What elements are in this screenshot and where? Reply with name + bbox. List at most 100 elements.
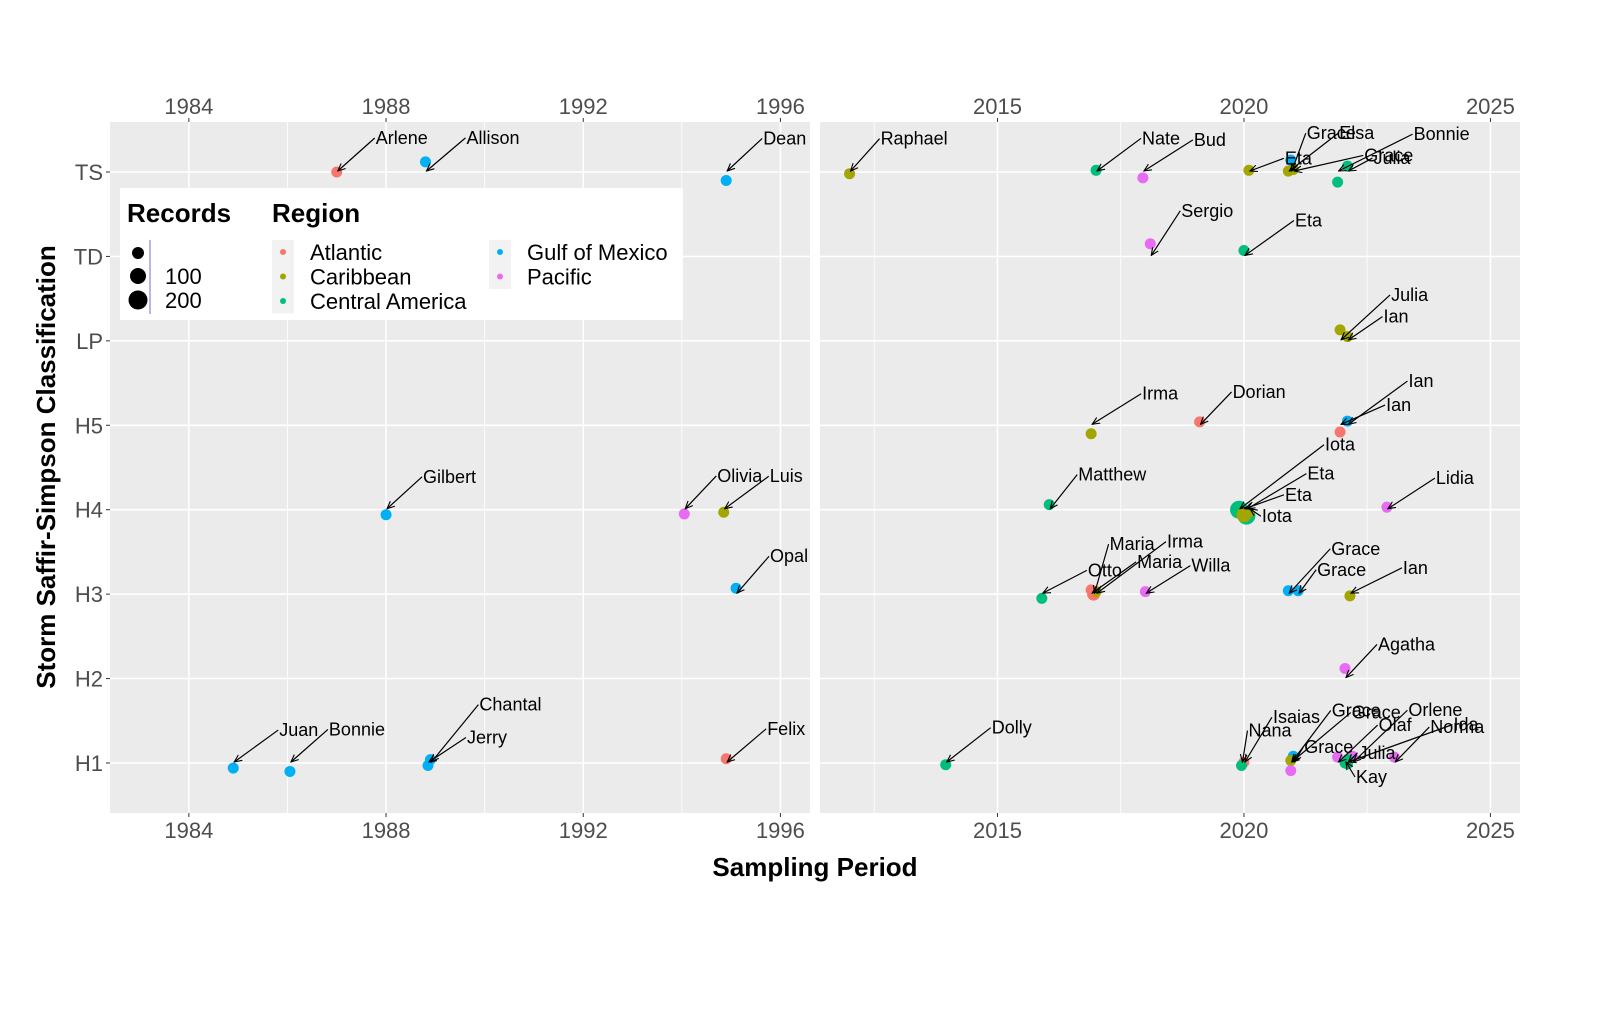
point-label: Agatha [1378, 634, 1436, 654]
data-point-irma [1085, 428, 1097, 440]
point-label: Julia [1373, 148, 1411, 168]
legend-color-key [497, 249, 503, 255]
data-point-ian [1341, 331, 1353, 343]
panel-2: 2015 2015 2020 2020 2025 2025 [820, 94, 1520, 843]
legend-size-key [132, 247, 144, 259]
axis-titles: Sampling Period Storm Saffir-Simpson Cla… [31, 245, 918, 882]
label-arrow [1250, 509, 1262, 517]
point-label: Jerry [467, 728, 507, 748]
label-arrow [1097, 541, 1167, 594]
point-label: Irma [1167, 532, 1204, 552]
label-arrow [429, 737, 467, 762]
data-point-bud [1137, 172, 1149, 184]
x-tick-label-bottom: 2020 [1219, 818, 1268, 843]
y-tick-label: TS [75, 160, 103, 185]
y-tick-label: H1 [75, 751, 103, 776]
point-label: Julia [1358, 743, 1396, 763]
label-arrow [1095, 543, 1110, 593]
data-point-ian [1334, 426, 1346, 438]
label-arrow [387, 476, 423, 509]
label-arrow [737, 555, 770, 593]
point-label: Bonnie [1414, 124, 1470, 144]
data-point-bonnie [1332, 176, 1344, 188]
label-arrow [1348, 157, 1373, 171]
label-arrow [1242, 730, 1249, 762]
label-arrow [1289, 548, 1331, 593]
point-label: Dean [763, 128, 806, 148]
label-arrow [1351, 567, 1403, 593]
label-arrow [851, 138, 881, 171]
label-arrow [1050, 474, 1078, 509]
legend-color-key [280, 249, 286, 255]
label-arrow [727, 728, 767, 762]
point-label: Nana [1248, 721, 1292, 741]
label-arrow [1292, 710, 1332, 762]
point-label: Julia [1391, 285, 1429, 305]
data-point-nate [1090, 164, 1102, 176]
point-label: Grace [1304, 737, 1353, 757]
point-label: Otto [1088, 560, 1122, 580]
label-arrow [1146, 565, 1191, 594]
point-label: Nate [1142, 128, 1180, 148]
data-point-dean [720, 174, 732, 186]
x-tick-label-top: 1988 [362, 94, 411, 119]
data-point-agatha [1339, 662, 1351, 674]
point-label: Raphael [881, 129, 948, 149]
label-arrow [1346, 644, 1378, 677]
point-label: Ian [1386, 395, 1411, 415]
legend-color-label: Central America [310, 289, 467, 314]
point-label: Arlene [376, 128, 428, 148]
label-arrow [1092, 393, 1142, 425]
point-label: Irma [1142, 384, 1179, 404]
label-arrow [1144, 139, 1194, 171]
data-point-juan [227, 762, 239, 774]
point-label: Isaias [1273, 707, 1320, 727]
legend-size-label: 200 [165, 288, 202, 313]
legend-size-key [128, 290, 148, 310]
legend-color-key [280, 298, 286, 304]
point-label: Olivia [717, 466, 763, 486]
point-label: Kay [1356, 767, 1387, 787]
x-tick-label-top: 2015 [973, 94, 1022, 119]
point-label: Gilbert [423, 467, 476, 487]
point-label: Dorian [1233, 382, 1286, 402]
label-arrow [1348, 316, 1383, 340]
data-point-raphael [844, 168, 856, 180]
y-tick-label: TD [74, 244, 103, 269]
point-label: Lidia [1436, 468, 1475, 488]
x-tick-label-top: 1996 [756, 94, 805, 119]
x-tick-label-top: 1984 [164, 94, 213, 119]
label-arrow [1339, 724, 1379, 762]
point-label: Willa [1191, 556, 1231, 576]
x-tick-label-bottom: 1984 [164, 818, 213, 843]
label-arrow [1348, 724, 1453, 762]
point-label: Grace [1352, 703, 1401, 723]
label-arrow [234, 729, 279, 762]
label-arrow [1097, 137, 1142, 171]
data-point-dolly [940, 759, 952, 771]
x-axis-title: Sampling Period [712, 852, 917, 882]
label-arrow [1245, 494, 1285, 509]
point-label: Dolly [992, 718, 1032, 738]
legend-color-label: Pacific [527, 265, 592, 290]
point-label: Maria [1110, 534, 1156, 554]
label-arrow [1245, 220, 1295, 256]
panel-background [820, 122, 1520, 813]
point-label: Ida [1453, 715, 1479, 735]
point-label: Ian [1383, 307, 1408, 327]
x-tick-label-top: 2020 [1219, 94, 1268, 119]
point-label: Grace [1332, 700, 1381, 720]
legend-size-key [130, 268, 146, 284]
point-label: Matthew [1078, 465, 1147, 485]
x-tick-label-top: 1992 [559, 94, 608, 119]
label-arrow [1250, 157, 1285, 171]
legend-color-key [497, 273, 503, 280]
data-point-gilbert [380, 509, 392, 521]
label-arrow [685, 475, 717, 509]
point-label: Chantal [479, 695, 541, 715]
x-tick-label-bottom: 2015 [973, 818, 1022, 843]
label-arrow [426, 137, 466, 171]
label-arrow [1346, 762, 1356, 778]
point-label: Grace [1307, 123, 1356, 143]
point-label: Eta [1307, 464, 1335, 484]
